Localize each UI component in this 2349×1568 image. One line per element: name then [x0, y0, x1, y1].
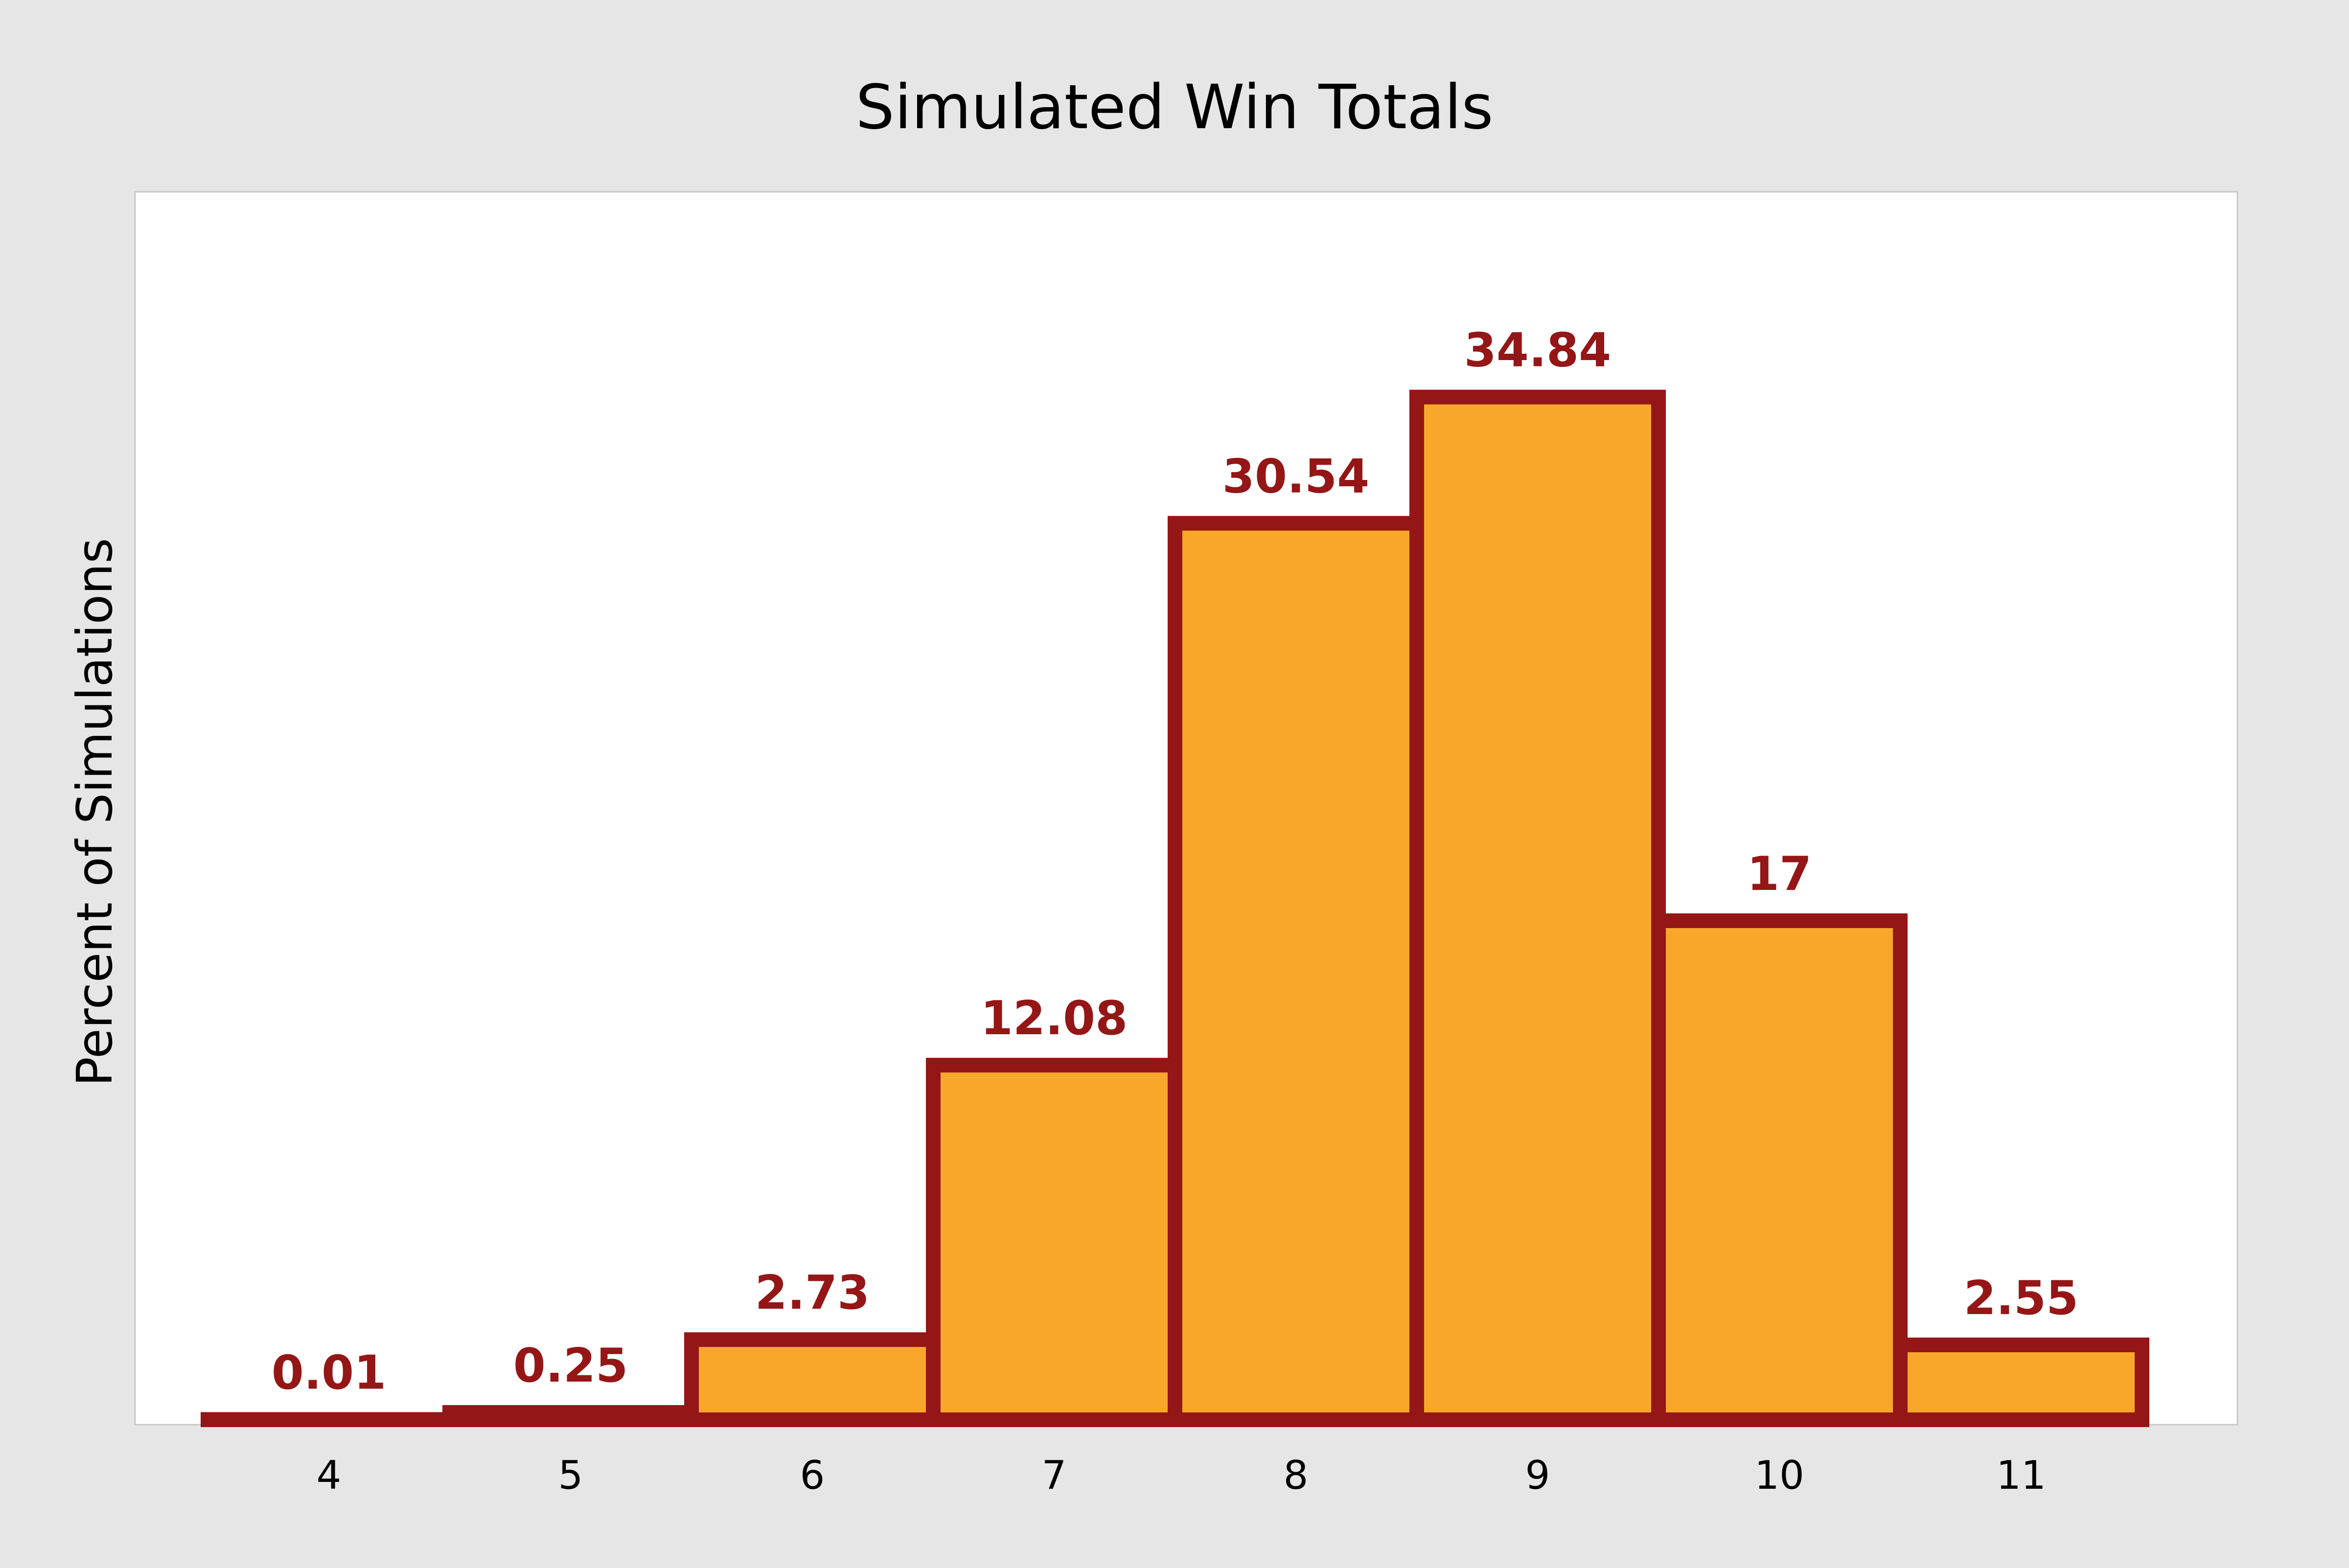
data-labels-layer: 0.01 0.25 2.73 12.08 30.54 34.84 17 2.55: [272, 324, 2078, 1400]
data-label-9: 34.84: [1464, 324, 1612, 378]
bar-9: [1409, 389, 1666, 1427]
data-label-8: 30.54: [1222, 450, 1370, 504]
x-tick-label-11: 11: [1996, 1453, 2046, 1498]
bar-8: [1168, 516, 1424, 1427]
bar-4: [201, 1412, 457, 1427]
bars-layer: [201, 389, 2149, 1427]
bar-7: [926, 1058, 1182, 1427]
data-label-10: 17: [1747, 847, 1812, 901]
data-label-5: 0.25: [513, 1339, 628, 1393]
x-tick-label-8: 8: [1284, 1453, 1309, 1498]
x-tick-labels-layer: 4 5 6 7 8 9 10 11: [317, 1453, 2046, 1498]
chart-title: Simulated Win Totals: [856, 72, 1494, 143]
data-label-6: 2.73: [755, 1266, 870, 1320]
bar-11: [1893, 1338, 2149, 1427]
bar-5: [442, 1405, 699, 1427]
data-label-7: 12.08: [981, 992, 1128, 1045]
x-tick-label-6: 6: [800, 1453, 825, 1498]
data-label-4: 0.01: [272, 1346, 386, 1400]
x-tick-label-10: 10: [1754, 1453, 1804, 1498]
x-tick-label-5: 5: [558, 1453, 583, 1498]
bar-6: [684, 1332, 941, 1427]
data-label-11: 2.55: [1964, 1272, 2078, 1325]
x-tick-label-7: 7: [1042, 1453, 1067, 1498]
x-tick-label-9: 9: [1525, 1453, 1550, 1498]
bar-10: [1651, 913, 1908, 1427]
x-tick-label-4: 4: [317, 1453, 342, 1498]
y-axis-label: Percent of Simulations: [66, 538, 123, 1087]
